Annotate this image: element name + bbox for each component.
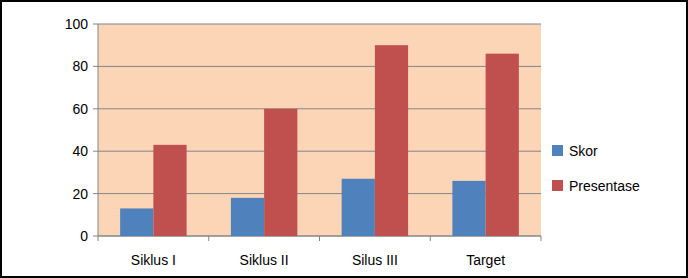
x-tick — [319, 236, 320, 241]
legend-swatch — [552, 145, 563, 156]
x-tick — [98, 236, 99, 241]
y-tick — [93, 66, 98, 67]
y-tick-label: 100 — [65, 16, 89, 32]
y-axis — [98, 24, 99, 236]
chart-container: 0 20 40 60 80 100 Siklus I Siklus II Silus III Ta… — [0, 0, 688, 278]
chart-svg: 0 20 40 60 80 100 Siklus I Siklus II Silus III Ta… — [0, 0, 688, 278]
x-tick-label: Target — [466, 252, 505, 268]
y-tick — [93, 108, 98, 109]
bar — [153, 145, 186, 236]
y-tick — [93, 24, 98, 25]
legend-swatch — [552, 180, 563, 191]
grid-line — [98, 66, 541, 67]
legend: Skor Presentase — [552, 143, 640, 194]
legend-label: Presentase — [569, 178, 640, 194]
x-tick — [430, 236, 431, 241]
outer-frame — [1, 1, 687, 277]
bar — [486, 54, 519, 236]
y-tick-label: 60 — [72, 101, 88, 117]
bar — [452, 181, 485, 236]
plot-background — [98, 24, 541, 236]
y-tick-label: 40 — [72, 143, 88, 159]
y-tick — [93, 236, 98, 237]
y-tick — [93, 151, 98, 152]
bars — [120, 45, 519, 236]
y-tick — [93, 193, 98, 194]
bar — [342, 179, 375, 236]
grid-line — [98, 24, 541, 25]
bar — [120, 208, 153, 236]
x-tick — [541, 236, 542, 241]
x-tick-label: Siklus I — [131, 252, 176, 268]
grid-line — [98, 108, 541, 109]
bar — [264, 109, 297, 236]
bar — [375, 45, 408, 236]
x-tick-label: Siklus II — [240, 252, 289, 268]
x-tick-label: Silus III — [352, 252, 398, 268]
y-tick-label: 0 — [80, 228, 88, 244]
y-tick-label: 80 — [72, 58, 88, 74]
y-tick-label: 20 — [72, 186, 88, 202]
x-tick — [208, 236, 209, 241]
legend-label: Skor — [569, 143, 598, 159]
bar — [231, 198, 264, 236]
